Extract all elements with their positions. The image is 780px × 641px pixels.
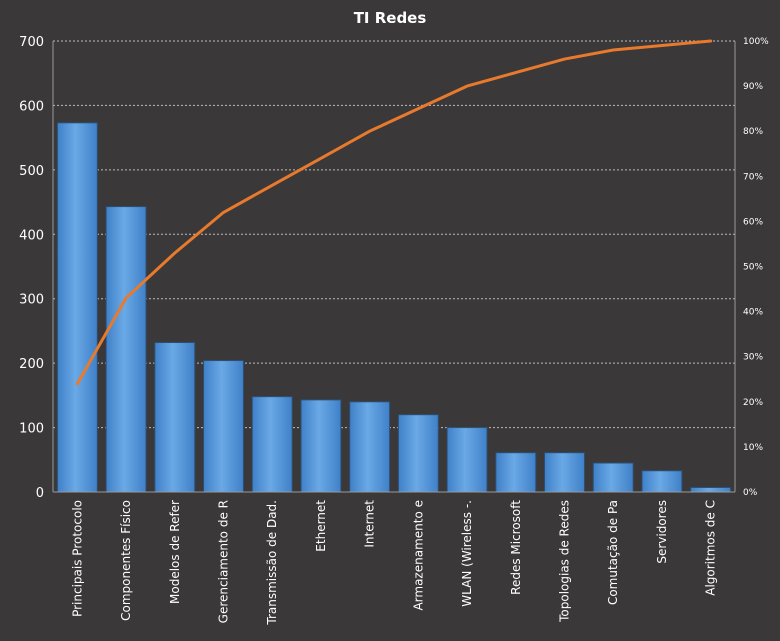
bar xyxy=(349,401,391,493)
x-tick-label: Topologias de Redes xyxy=(558,500,572,623)
bar xyxy=(592,462,634,493)
y-axis-ticks: 0 100 200 300 400 500 600 700 xyxy=(19,35,44,501)
bar xyxy=(446,427,488,493)
x-tick-label: Transmissão de Dad. xyxy=(265,500,279,626)
y-tick-label: 600 xyxy=(19,99,44,114)
bar xyxy=(300,399,342,493)
y-tick-label: 200 xyxy=(19,357,44,372)
y2-tick-label: 80% xyxy=(743,127,763,137)
bar xyxy=(56,122,98,493)
cumulative-line-layer xyxy=(75,39,713,386)
bar xyxy=(641,470,683,493)
y2-tick-label: 90% xyxy=(743,82,763,92)
y2-tick-label: 70% xyxy=(743,172,763,182)
bar xyxy=(495,452,537,493)
x-tick-label: Servidores xyxy=(655,500,669,564)
x-tick-label: Algoritmos de C xyxy=(704,500,718,596)
cumulative-line xyxy=(75,39,713,386)
y-tick-label: 300 xyxy=(19,293,44,308)
x-tick-label: Redes Microsoft xyxy=(509,500,523,595)
y-tick-label: 0 xyxy=(36,486,44,501)
bar xyxy=(203,360,244,493)
y2-tick-label: 60% xyxy=(743,217,763,227)
y2-tick-label: 50% xyxy=(743,263,763,273)
y-tick-label: 700 xyxy=(19,35,44,50)
x-tick-label: Internet xyxy=(363,500,377,548)
y2-tick-label: 10% xyxy=(743,443,763,453)
x-axis-ticks: Principais Protocolo Componentes Físico Mo… xyxy=(70,500,717,626)
x-tick-label: Ethernet xyxy=(314,500,328,552)
bar xyxy=(105,206,147,493)
chart-title: TI Redes xyxy=(354,9,427,27)
x-tick-label: Componentes Físico xyxy=(119,500,133,621)
bars xyxy=(56,122,732,493)
bar xyxy=(154,342,196,493)
x-tick-label: WLAN (Wireless -. xyxy=(460,500,474,607)
y-tick-label: 100 xyxy=(19,422,44,437)
x-tick-label: Comutação de Pa xyxy=(606,500,620,605)
y2-tick-label: 40% xyxy=(743,308,763,318)
bar xyxy=(544,452,585,493)
y2-tick-label: 0% xyxy=(743,488,758,498)
axes xyxy=(52,41,736,493)
secondary-y-axis-ticks: 0% 10% 20% 30% 40% 50% 60% 70% 80% 90% 100% xyxy=(743,37,769,498)
x-tick-label: Gerenciamento de R xyxy=(217,500,231,623)
bar xyxy=(397,414,439,493)
x-tick-label: Modelos de Refer xyxy=(168,500,182,604)
bar xyxy=(690,486,732,493)
y-tick-label: 400 xyxy=(19,228,44,243)
y2-tick-label: 30% xyxy=(743,353,763,363)
y2-tick-label: 100% xyxy=(743,37,769,47)
y2-tick-label: 20% xyxy=(743,398,763,408)
y-tick-label: 500 xyxy=(19,164,44,179)
x-tick-label: Principais Protocolo xyxy=(70,500,84,617)
bar xyxy=(251,396,293,493)
x-tick-label: Armazenamento e xyxy=(411,500,425,611)
